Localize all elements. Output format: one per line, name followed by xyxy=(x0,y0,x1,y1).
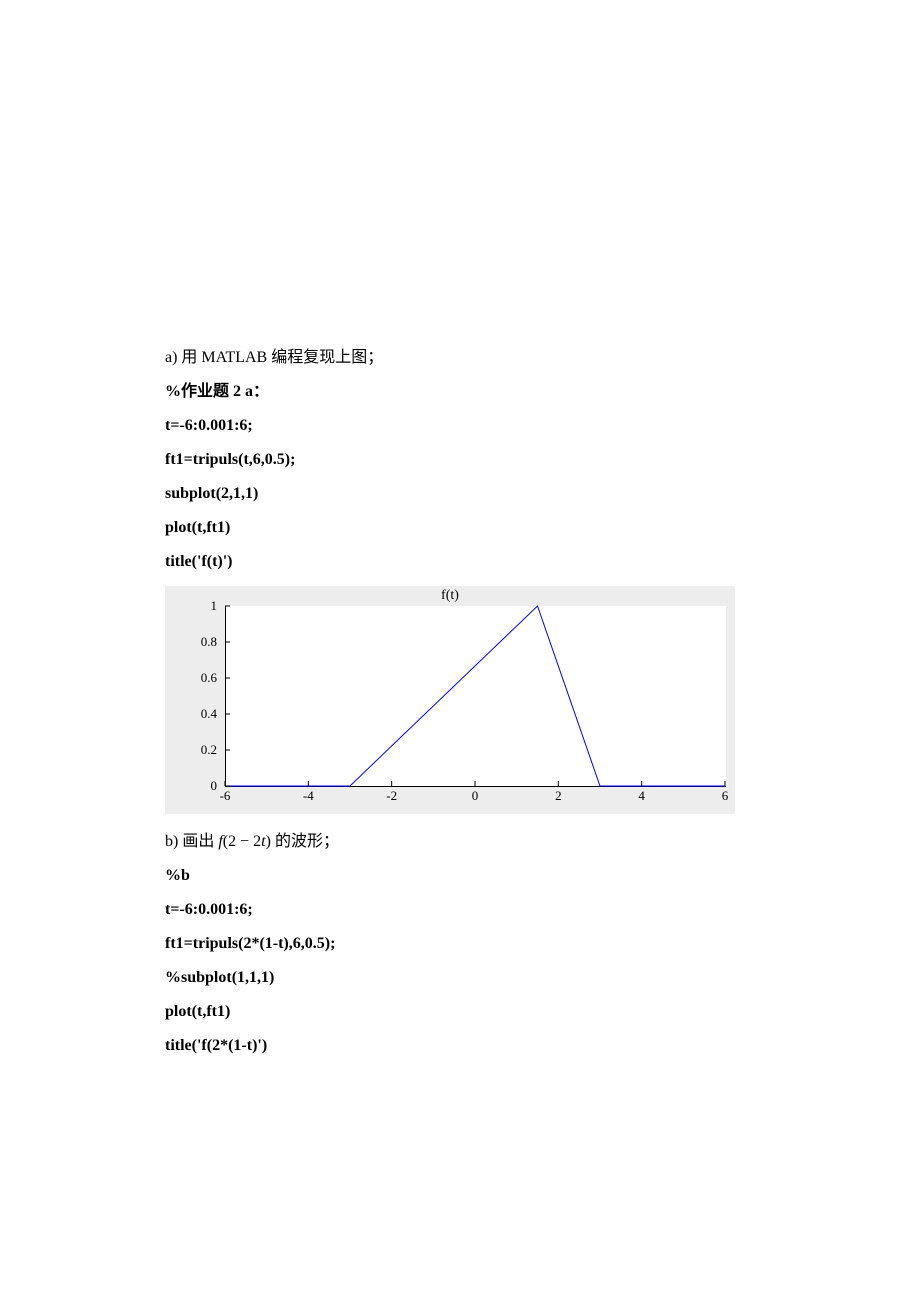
ytick-label: 0.2 xyxy=(165,742,217,758)
b-prompt-arg: (2 − 2 xyxy=(223,833,261,850)
xtick-label: -6 xyxy=(220,788,231,804)
b-prompt-suffix: 的波形； xyxy=(271,833,339,850)
xtick-label: 6 xyxy=(722,788,729,804)
code-line-a1: t=-6:0.001:6; xyxy=(165,410,755,442)
ytick-marks xyxy=(225,606,230,786)
code-line-a2: ft1=tripuls(t,6,0.5); xyxy=(165,444,755,476)
code-comment-b: %b xyxy=(165,860,755,892)
code-line-a4: plot(t,ft1) xyxy=(165,512,755,544)
code-line-a3: subplot(2,1,1) xyxy=(165,478,755,510)
xtick-marks xyxy=(225,781,725,786)
code-line-b1: t=-6:0.001:6; xyxy=(165,894,755,926)
section-b-prompt: b) 画出 f(2 − 2t) 的波形； xyxy=(165,826,755,858)
xtick-label: 4 xyxy=(638,788,645,804)
ytick-label: 1 xyxy=(165,598,217,614)
xtick-label: -2 xyxy=(386,788,397,804)
b-prompt-prefix: b) 画出 xyxy=(165,833,214,850)
b-prompt-f: f xyxy=(214,833,222,850)
code-line-a5: title('f(t)') xyxy=(165,546,755,578)
xtick-label: -4 xyxy=(303,788,314,804)
section-a-prompt: a) 用 MATLAB 编程复现上图； xyxy=(165,342,755,374)
code-comment-a: %作业题 2 a： xyxy=(165,376,755,408)
ytick-label: 0.6 xyxy=(165,670,217,686)
code-line-b5: title('f(2*(1-t)') xyxy=(165,1030,755,1062)
ytick-label: 0.8 xyxy=(165,634,217,650)
chart-line xyxy=(225,606,725,786)
xtick-label: 0 xyxy=(472,788,479,804)
ytick-label: 0 xyxy=(165,778,217,794)
code-line-b4: plot(t,ft1) xyxy=(165,996,755,1028)
chart-ft: f(t) 0 0.2 0.4 0.6 0.8 1 -6 -4 -2 0 2 4 6 xyxy=(165,586,735,814)
code-line-b2: ft1=tripuls(2*(1-t),6,0.5); xyxy=(165,928,755,960)
ytick-label: 0.4 xyxy=(165,706,217,722)
page-body: a) 用 MATLAB 编程复现上图； %作业题 2 a： t=-6:0.001… xyxy=(0,0,920,1302)
chart-title: f(t) xyxy=(165,588,735,604)
chart-svg xyxy=(225,606,725,786)
xtick-label: 2 xyxy=(555,788,562,804)
code-line-b3: %subplot(1,1,1) xyxy=(165,962,755,994)
